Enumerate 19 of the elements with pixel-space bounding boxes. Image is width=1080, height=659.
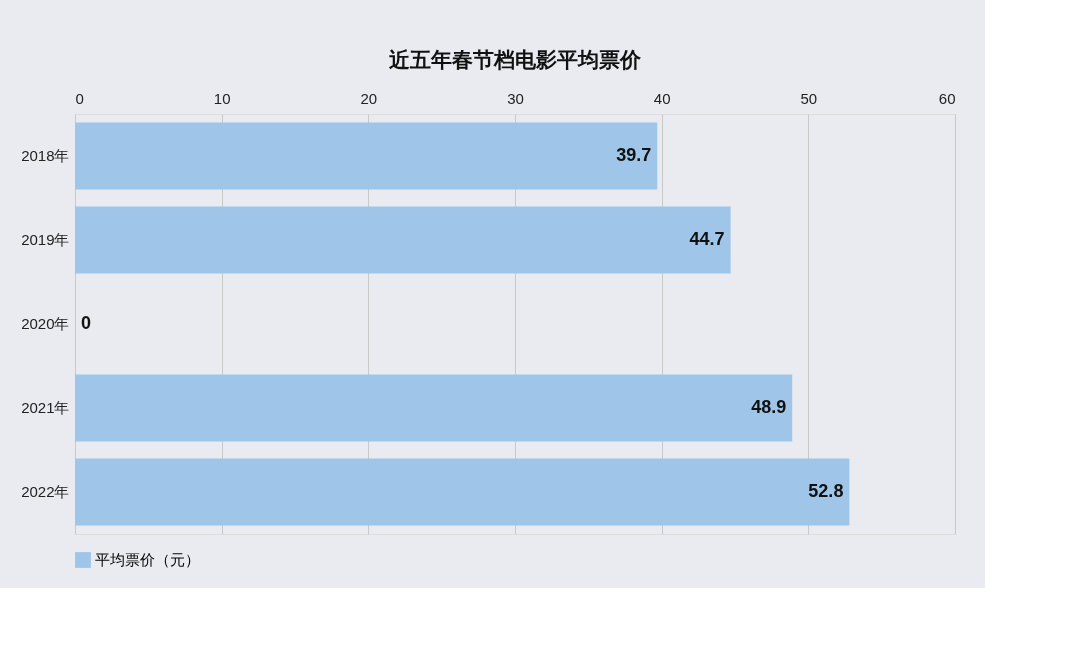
y-tick-label: 2018年	[21, 147, 70, 164]
x-tick-label: 60	[938, 89, 956, 107]
x-tick-label: 40	[653, 89, 671, 107]
y-tick-label: 2019年	[21, 231, 70, 248]
x-tick-label: 50	[800, 89, 818, 107]
data-label: 0	[81, 313, 92, 333]
chart-title: 近五年春节档电影平均票价	[388, 48, 642, 71]
x-tick-label: 10	[213, 89, 231, 107]
x-tick-label: 30	[507, 89, 524, 107]
y-tick-label: 2020年	[21, 315, 70, 332]
data-label: 39.7	[616, 145, 652, 165]
data-label: 44.7	[689, 229, 725, 249]
data-label: 52.8	[808, 481, 844, 501]
y-tick-label: 2022年	[21, 483, 70, 500]
y-tick-label: 2021年	[21, 399, 70, 416]
legend-label: 平均票价（元）	[95, 551, 200, 568]
x-tick-label: 20	[360, 89, 378, 107]
x-tick-label: 0	[75, 89, 84, 107]
data-label: 48.9	[751, 397, 787, 417]
